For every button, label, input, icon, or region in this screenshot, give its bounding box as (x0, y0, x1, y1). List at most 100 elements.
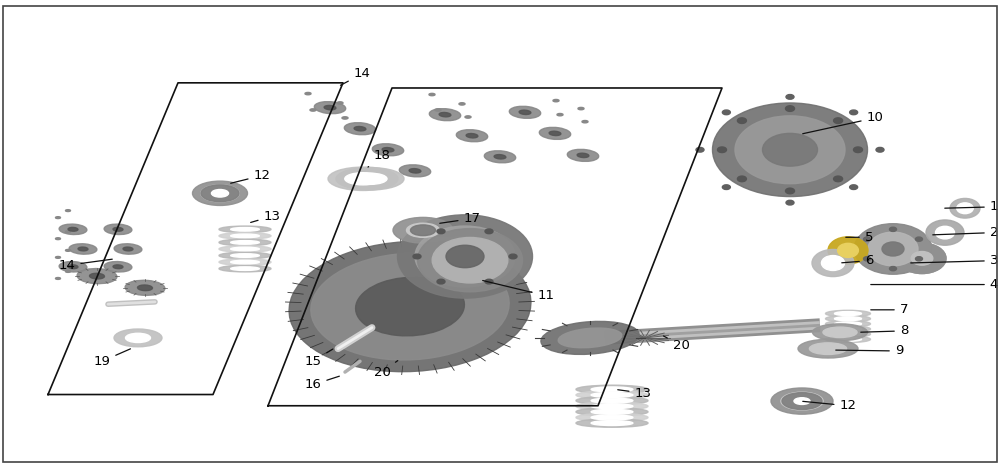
Ellipse shape (219, 246, 271, 252)
Ellipse shape (882, 242, 904, 256)
Ellipse shape (466, 133, 478, 138)
Ellipse shape (372, 144, 404, 156)
Ellipse shape (823, 327, 857, 337)
Ellipse shape (781, 392, 823, 410)
Ellipse shape (345, 173, 381, 185)
Ellipse shape (231, 260, 259, 264)
Ellipse shape (576, 408, 648, 416)
Text: 7: 7 (871, 303, 908, 316)
Ellipse shape (950, 198, 980, 218)
Ellipse shape (231, 254, 259, 257)
Ellipse shape (413, 254, 421, 259)
Ellipse shape (834, 337, 862, 341)
Ellipse shape (231, 241, 259, 244)
Ellipse shape (432, 237, 508, 283)
Ellipse shape (435, 109, 441, 111)
Ellipse shape (56, 238, 60, 240)
Ellipse shape (798, 339, 858, 358)
Ellipse shape (834, 317, 862, 321)
Ellipse shape (429, 109, 461, 121)
Ellipse shape (337, 102, 343, 104)
Ellipse shape (591, 387, 633, 392)
Text: 2: 2 (933, 226, 998, 239)
Text: 12: 12 (803, 399, 856, 412)
Ellipse shape (812, 249, 854, 277)
Ellipse shape (459, 102, 465, 105)
Ellipse shape (557, 113, 563, 116)
Text: 15: 15 (304, 349, 333, 368)
Ellipse shape (66, 210, 70, 212)
Ellipse shape (577, 153, 589, 158)
Ellipse shape (66, 231, 70, 233)
Ellipse shape (393, 217, 453, 243)
Ellipse shape (201, 185, 239, 202)
Ellipse shape (465, 116, 471, 118)
Ellipse shape (90, 273, 104, 279)
Ellipse shape (578, 107, 584, 110)
Ellipse shape (890, 227, 896, 231)
Ellipse shape (735, 116, 845, 183)
Ellipse shape (794, 398, 810, 404)
Ellipse shape (314, 102, 346, 114)
Ellipse shape (68, 227, 78, 231)
Ellipse shape (576, 391, 648, 399)
Ellipse shape (485, 229, 493, 234)
Ellipse shape (406, 223, 440, 237)
Ellipse shape (411, 225, 436, 235)
Ellipse shape (834, 176, 843, 182)
Ellipse shape (582, 120, 588, 123)
Ellipse shape (56, 217, 60, 219)
Ellipse shape (576, 402, 648, 410)
Ellipse shape (834, 312, 862, 315)
Ellipse shape (539, 127, 571, 139)
Text: 6: 6 (842, 254, 873, 267)
Ellipse shape (567, 149, 599, 161)
Ellipse shape (850, 110, 858, 115)
Ellipse shape (104, 224, 132, 234)
Ellipse shape (786, 95, 794, 99)
Ellipse shape (696, 147, 704, 152)
Ellipse shape (911, 251, 933, 265)
Ellipse shape (576, 413, 648, 422)
Ellipse shape (231, 227, 259, 231)
Ellipse shape (311, 253, 509, 360)
Ellipse shape (219, 265, 271, 272)
Ellipse shape (219, 252, 271, 259)
Text: 3: 3 (911, 254, 998, 267)
Text: 12: 12 (231, 169, 270, 183)
Ellipse shape (519, 110, 531, 115)
Ellipse shape (382, 147, 394, 152)
Ellipse shape (737, 176, 746, 182)
Ellipse shape (782, 393, 822, 410)
Ellipse shape (344, 123, 376, 135)
Ellipse shape (231, 247, 259, 251)
Ellipse shape (446, 245, 484, 268)
Ellipse shape (211, 190, 229, 197)
Ellipse shape (398, 215, 532, 298)
Ellipse shape (439, 112, 451, 117)
Ellipse shape (456, 130, 488, 142)
Ellipse shape (289, 241, 531, 372)
Ellipse shape (771, 388, 833, 414)
Ellipse shape (126, 333, 150, 343)
Ellipse shape (354, 126, 366, 131)
Text: 19: 19 (94, 349, 130, 368)
Ellipse shape (494, 154, 506, 159)
Ellipse shape (219, 239, 271, 246)
Ellipse shape (113, 227, 123, 231)
Ellipse shape (342, 117, 348, 119)
Ellipse shape (437, 229, 445, 234)
Ellipse shape (69, 244, 97, 254)
Ellipse shape (898, 243, 946, 273)
Ellipse shape (786, 188, 794, 194)
Ellipse shape (104, 262, 132, 272)
Ellipse shape (854, 224, 932, 274)
Ellipse shape (712, 103, 868, 197)
Ellipse shape (418, 228, 522, 292)
Ellipse shape (834, 322, 862, 326)
Ellipse shape (429, 93, 435, 95)
Ellipse shape (558, 328, 622, 348)
Ellipse shape (826, 331, 870, 337)
Ellipse shape (305, 92, 311, 95)
Ellipse shape (353, 173, 387, 184)
